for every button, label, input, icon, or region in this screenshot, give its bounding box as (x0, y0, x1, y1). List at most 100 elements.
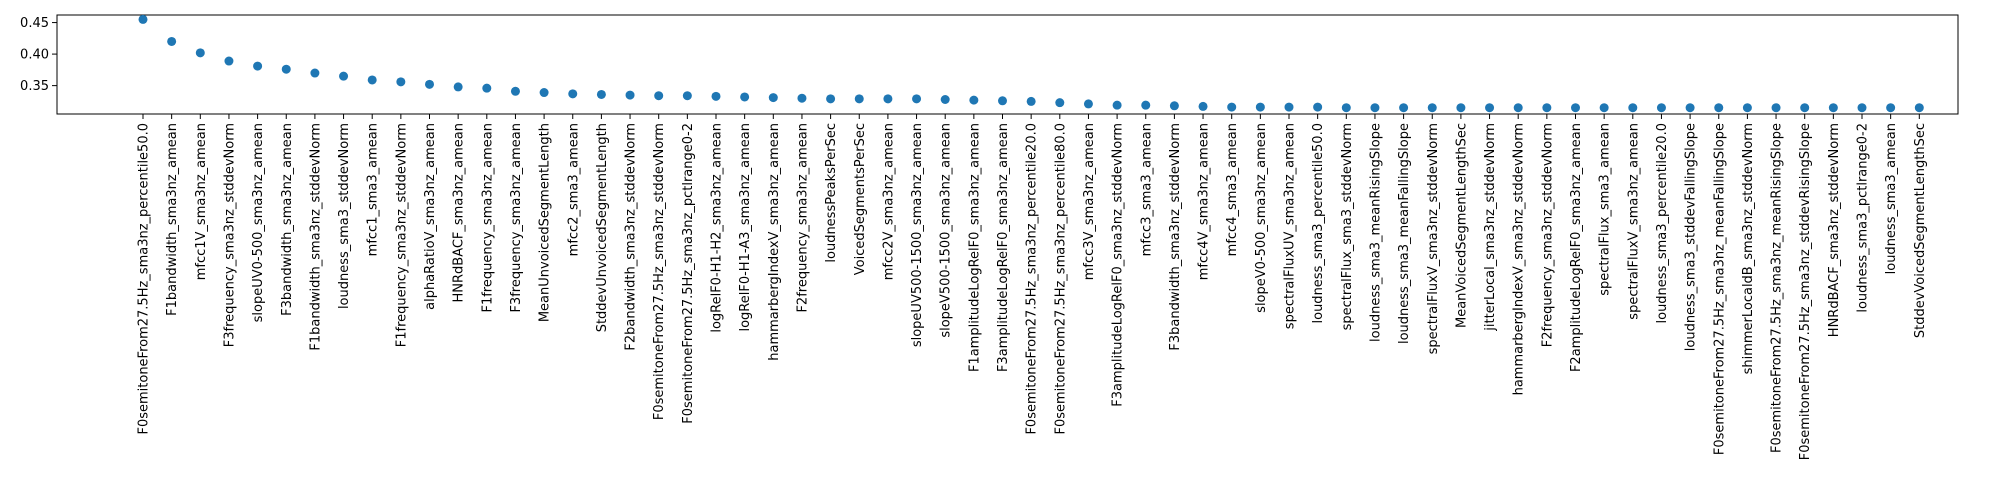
data-point (1685, 103, 1695, 113)
data-point (1800, 103, 1810, 113)
x-tick-label: F3frequency_sma3nz_stddevNorm (222, 123, 237, 347)
x-tick-label: slopeUV0-500_sma3nz_amean (251, 123, 266, 322)
x-tick-label: mfcc4V_sma3nz_amean (1197, 123, 1212, 280)
x-tick-label: loudness_sma3_stddevNorm (337, 123, 352, 309)
data-point (1112, 100, 1122, 110)
data-point (682, 91, 692, 101)
x-tick-label: F1frequency_sma3nz_amean (480, 123, 495, 313)
data-point (1542, 103, 1552, 113)
x-tick-label: loudness_sma3_amean (1884, 123, 1899, 274)
x-tick-label: spectralFlux_sma3_amean (1598, 123, 1613, 296)
x-tick-label: loudness_sma3_percentile50.0 (1311, 123, 1326, 323)
y-tick-label: 0.45 (20, 16, 49, 31)
x-tick-label: logRelF0-H1-A3_sma3nz_amean (738, 123, 753, 332)
x-tick-label: F0semitoneFrom27.5Hz_sma3nz_percentile20… (1025, 123, 1040, 435)
x-tick-label: loudness_sma3_stddevFallingSlope (1684, 123, 1699, 351)
data-point (367, 75, 377, 85)
data-point (711, 91, 721, 101)
x-tick-label: MeanUnvoicedSegmentLength (538, 123, 553, 322)
x-tick-label: F3bandwidth_sma3nz_amean (280, 123, 295, 316)
data-point (1055, 98, 1065, 108)
data-point (425, 79, 434, 89)
x-tick-label: MeanVoicedSegmentLengthSec (1454, 123, 1469, 328)
data-point (596, 89, 606, 99)
data-point (1513, 103, 1523, 113)
data-point (740, 92, 750, 102)
x-tick-label: loudnessPeaksPerSec (824, 123, 839, 263)
x-tick-label: spectralFlux_sma3_stddevNorm (1340, 123, 1355, 330)
data-points (138, 14, 1924, 113)
data-point (1656, 103, 1666, 113)
x-tick-label: slopeUV500-1500_sma3nz_amean (910, 123, 925, 347)
data-point (1313, 102, 1323, 112)
x-tick-label: mfcc1_sma3_amean (366, 123, 381, 256)
x-tick-label: slopeV500-1500_sma3nz_amean (939, 123, 954, 338)
data-point (568, 89, 578, 99)
data-point (1485, 103, 1495, 113)
plot-frame (56, 14, 1959, 115)
x-tick-label: mfcc4_sma3_amean (1225, 123, 1240, 256)
data-point (1026, 96, 1036, 106)
x-tick-label: VoicedSegmentsPerSec (853, 123, 868, 275)
data-point (1341, 103, 1351, 113)
x-tick-label: spectralFluxUV_sma3nz_amean (1283, 123, 1298, 329)
x-tick-label: mfcc3V_sma3nz_amean (1082, 123, 1097, 280)
x-tick-label: F1bandwidth_sma3nz_amean (165, 123, 180, 316)
data-point (138, 14, 148, 24)
data-point (253, 61, 263, 71)
x-tick-label: jitterLocal_sma3nz_stddevNorm (1483, 123, 1498, 332)
x-tick-label: StddevUnvoicedSegmentLength (595, 123, 610, 332)
x-tick-label: mfcc2_sma3_amean (566, 123, 581, 256)
x-tick-label: F1frequency_sma3nz_stddevNorm (394, 123, 409, 347)
data-point (1886, 103, 1896, 113)
x-tick-label: F3amplitudeLogRelF0_sma3nz_stddevNorm (1111, 123, 1126, 407)
x-tick-label: loudness_sma3_meanFallingSlope (1397, 123, 1412, 344)
data-point (1571, 103, 1580, 113)
x-tick-label: F2frequency_sma3nz_stddevNorm (1540, 123, 1555, 347)
data-point (940, 94, 950, 104)
data-point (310, 68, 320, 78)
data-point (510, 86, 520, 96)
plot-area (56, 14, 1959, 115)
data-point (1857, 103, 1867, 113)
x-tick-label: StddevVoicedSegmentLengthSec (1913, 123, 1928, 338)
x-tick-label: spectralFluxV_sma3nz_amean (1626, 123, 1641, 320)
data-point (1141, 100, 1151, 110)
x-axis: F0semitoneFrom27.5Hz_sma3nz_percentile50… (137, 114, 1928, 460)
data-point (339, 71, 349, 81)
data-point (1255, 102, 1265, 112)
data-point (224, 56, 234, 66)
x-tick-label: HNRdBACF_sma3nz_amean (452, 123, 467, 303)
x-tick-label: hammarbergIndexV_sma3nz_amean (767, 123, 782, 361)
data-point (1828, 103, 1838, 113)
data-point (482, 83, 492, 93)
data-point (854, 94, 864, 104)
data-point (1083, 99, 1093, 109)
data-point (1628, 103, 1638, 113)
data-point (912, 94, 922, 104)
data-point (396, 77, 406, 87)
x-tick-label: mfcc1V_sma3nz_amean (194, 123, 209, 280)
x-tick-label: loudness_sma3_pctlrange0-2 (1856, 123, 1871, 313)
data-point (1599, 103, 1609, 113)
x-tick-label: hammarbergIndexV_sma3nz_stddevNorm (1512, 123, 1527, 395)
x-tick-label: F0semitoneFrom27.5Hz_sma3nz_stddevRising… (1798, 123, 1813, 460)
data-point (281, 64, 291, 74)
x-tick-label: F3frequency_sma3nz_amean (509, 123, 524, 313)
x-tick-label: F2frequency_sma3nz_amean (795, 123, 810, 313)
y-axis: 0.35 0.40 0.45 (20, 16, 57, 94)
x-tick-label: F0semitoneFrom27.5Hz_sma3nz_stddevNorm (652, 123, 667, 420)
data-point (167, 36, 177, 46)
x-tick-label: slopeV0-500_sma3nz_amean (1254, 123, 1269, 313)
data-point (883, 94, 893, 104)
data-point (1456, 103, 1466, 113)
data-point (539, 88, 549, 98)
x-tick-label: F0semitoneFrom27.5Hz_sma3nz_meanFallingS… (1712, 123, 1727, 455)
data-point (195, 48, 205, 58)
x-tick-label: F0semitoneFrom27.5Hz_sma3nz_meanRisingSl… (1770, 123, 1785, 453)
x-tick-label: F1amplitudeLogRelF0_sma3nz_amean (967, 123, 982, 372)
x-tick-label: mfcc2V_sma3nz_amean (881, 123, 896, 280)
x-tick-label: logRelF0-H1-H2_sma3nz_amean (710, 123, 725, 333)
data-point (1227, 102, 1237, 112)
